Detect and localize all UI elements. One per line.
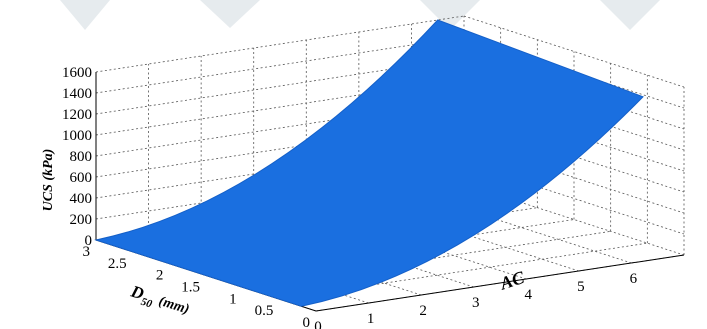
z-tick-label: 200 (70, 212, 93, 228)
x-tick-label: 4 (525, 287, 533, 303)
z-tick-label: 600 (70, 170, 93, 186)
grid-line-z-back (95, 120, 465, 178)
z-tick-label: 800 (70, 149, 93, 165)
surface-patch (94, 19, 644, 307)
y-tick-label: 1.5 (181, 280, 200, 296)
grid-line-z-back (95, 99, 465, 157)
grid-line-z-back (95, 36, 465, 94)
x-tick-label: 0 (314, 319, 322, 329)
z-tick-label: 1400 (62, 86, 92, 102)
grid-line-z-back (95, 78, 465, 136)
y-axis-label-unit: (mm) (157, 294, 191, 317)
surface (94, 19, 644, 307)
y-tick-label: 2.5 (108, 256, 127, 272)
y-tick-label: 0.5 (255, 303, 274, 319)
grid-line-y-floor (279, 242, 648, 300)
z-tick-label: 0 (85, 233, 93, 249)
y-tick-label: 2 (156, 268, 164, 284)
grid-line-z-back (95, 57, 465, 115)
z-tick-label: 1200 (62, 107, 92, 123)
x-tick-label: 2 (419, 303, 427, 319)
z-tick-label: 1000 (62, 128, 92, 144)
y-tick-label: 0 (303, 315, 311, 329)
x-axis-label: AC (497, 267, 528, 294)
y-axis-label-subscript: 50 (139, 296, 154, 311)
z-tick-label: 1600 (62, 65, 92, 81)
y-axis-label-main: D (128, 281, 146, 303)
y-tick-label: 1 (229, 291, 237, 307)
watermark (60, 0, 660, 30)
grid-line-z-back (95, 15, 465, 73)
axis-line-x (315, 254, 685, 312)
z-tick-label: 400 (70, 191, 93, 207)
tick-labels: 0 200 400 600 800 1000 1200 1400 1600 0 0.5 1 1.5 2 2.… (62, 65, 638, 329)
z-axis-label: UCS (kPa) (41, 149, 56, 212)
x-tick-label: 3 (472, 295, 480, 311)
x-tick-label: 5 (577, 279, 585, 295)
x-tick-label: 1 (367, 311, 375, 327)
x-tick-label: 6 (630, 271, 638, 287)
y-tick-label: 3 (83, 244, 91, 260)
